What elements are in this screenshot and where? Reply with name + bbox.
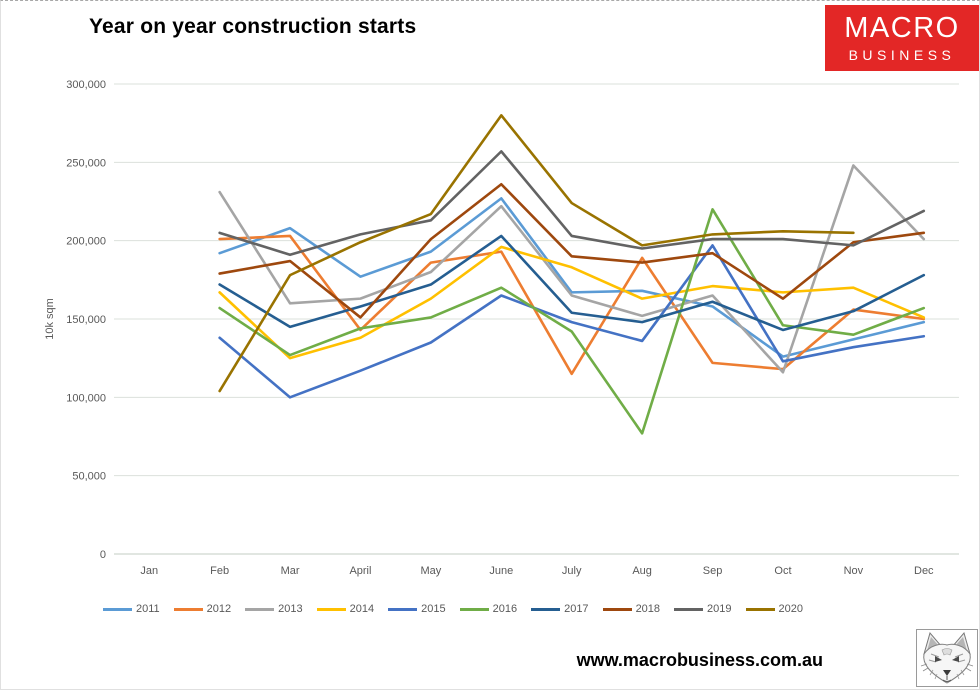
y-tick-label: 50,000	[72, 471, 106, 483]
x-tick-label: April	[349, 565, 371, 577]
y-tick-label: 0	[100, 549, 106, 561]
legend-swatch	[316, 607, 346, 611]
legend-label: 2020	[778, 603, 804, 615]
legend-item-2011: 2011	[103, 603, 160, 615]
y-axis-title: 10k sqm	[44, 298, 56, 340]
legend-item-2015: 2015	[388, 603, 446, 615]
x-tick-label: Mar	[281, 565, 300, 577]
page-title: Year on year construction starts	[89, 15, 417, 38]
series-line-2020	[218, 114, 855, 393]
x-tick-label: Dec	[914, 565, 934, 577]
x-tick-label: May	[420, 565, 441, 577]
legend-item-2017: 2017	[531, 603, 589, 615]
x-tick-label: Feb	[210, 565, 229, 577]
legend-item-2012: 2012	[173, 603, 232, 615]
legend-item-2013: 2013	[245, 603, 303, 615]
legend-label: 2018	[635, 603, 661, 615]
x-tick-label: Oct	[774, 565, 791, 577]
legend-swatch	[173, 607, 203, 611]
series-line-2014	[218, 245, 926, 360]
x-tick-label: Nov	[844, 565, 864, 577]
y-tick-label: 250,000	[66, 157, 106, 169]
legend-swatch	[388, 607, 418, 611]
legend-item-2019: 2019	[674, 603, 732, 615]
legend-swatch	[245, 607, 275, 611]
legend-swatch	[103, 607, 132, 611]
legend-swatch	[745, 607, 775, 611]
legend-swatch	[602, 607, 632, 611]
series-line-2015	[218, 244, 926, 399]
series-line-2019	[218, 150, 926, 257]
legend-label: 2013	[278, 603, 303, 615]
legend-swatch	[531, 607, 561, 611]
legend-item-2020: 2020	[745, 603, 804, 615]
series-line-2016	[218, 208, 926, 435]
logo-text-macro: MACRO	[844, 11, 960, 44]
series-line-2018	[218, 182, 926, 319]
fox-logo	[916, 629, 978, 687]
x-tick-label: July	[562, 565, 582, 577]
website-url[interactable]: www.macrobusiness.com.au	[576, 650, 823, 670]
macrobusiness-logo: MACRO BUSINESS	[825, 5, 979, 71]
legend-label: 2011	[136, 603, 160, 615]
y-tick-label: 300,000	[66, 79, 106, 91]
legend-label: 2016	[492, 603, 518, 615]
series-line-2017	[218, 234, 926, 332]
legend-label: 2012	[206, 603, 232, 615]
fox-icon	[920, 631, 974, 684]
x-tick-label: June	[489, 565, 513, 577]
legend-item-2014: 2014	[316, 603, 375, 615]
x-tick-label: Sep	[703, 565, 723, 577]
y-tick-label: 150,000	[66, 314, 106, 326]
y-tick-label: 100,000	[66, 392, 106, 404]
legend: 2011 2012 2013 2014 2015 2016 2017 2018 2019 2020	[103, 603, 803, 615]
legend-swatch	[674, 607, 704, 611]
legend-item-2016: 2016	[459, 603, 518, 615]
logo-text-business: BUSINESS	[848, 46, 956, 63]
y-tick-label: 200,000	[66, 236, 106, 248]
legend-label: 2015	[421, 603, 446, 615]
legend-label: 2019	[707, 603, 732, 615]
x-tick-label: Aug	[632, 565, 652, 577]
legend-item-2018: 2018	[602, 603, 661, 615]
legend-label: 2014	[349, 603, 375, 615]
legend-swatch	[459, 607, 489, 611]
x-tick-label: Jan	[140, 565, 158, 577]
legend-label: 2017	[564, 603, 589, 615]
